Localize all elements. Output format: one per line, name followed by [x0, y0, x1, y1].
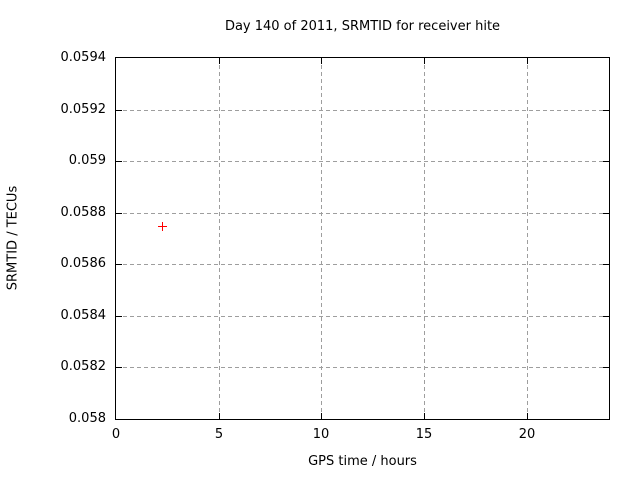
- plot-area: [115, 57, 610, 420]
- x-tick-mark-bottom: [424, 413, 425, 419]
- y-gridline: [116, 161, 609, 162]
- y-tick-mark-left: [116, 316, 122, 317]
- x-gridline: [321, 58, 322, 419]
- y-gridline: [116, 367, 609, 368]
- y-gridline: [116, 110, 609, 111]
- x-tick-label: 0: [111, 427, 121, 442]
- y-tick-mark-right: [603, 213, 609, 214]
- y-tick-label: 0.0586: [60, 256, 107, 271]
- y-gridline: [116, 316, 609, 317]
- y-tick-mark-left: [116, 110, 122, 111]
- x-tick-mark-top: [527, 58, 528, 64]
- x-tick-label: 10: [312, 427, 330, 442]
- x-tick-mark-bottom: [321, 413, 322, 419]
- chart-title: Day 140 of 2011, SRMTID for receiver hit…: [224, 19, 501, 34]
- y-tick-mark-left: [116, 161, 122, 162]
- y-tick-mark-right: [603, 367, 609, 368]
- y-gridline: [116, 213, 609, 214]
- y-tick-mark-left: [116, 264, 122, 265]
- x-gridline: [424, 58, 425, 419]
- x-tick-mark-top: [321, 58, 322, 64]
- y-tick-mark-left: [116, 213, 122, 214]
- y-tick-mark-right: [603, 161, 609, 162]
- y-tick-mark-right: [603, 316, 609, 317]
- y-tick-mark-right: [603, 110, 609, 111]
- y-tick-mark-left: [116, 367, 122, 368]
- data-point-marker: [162, 222, 163, 231]
- x-tick-mark-top: [219, 58, 220, 64]
- y-axis-label: SRMTID / TECUs: [5, 185, 21, 291]
- y-tick-mark-right: [603, 264, 609, 265]
- x-gridline: [527, 58, 528, 419]
- y-tick-label: 0.059: [68, 153, 106, 168]
- y-tick-label: 0.0588: [60, 205, 107, 220]
- y-tick-label: 0.0594: [60, 50, 107, 65]
- x-axis-label: GPS time / hours: [308, 454, 417, 469]
- x-tick-label: 5: [214, 427, 224, 442]
- x-tick-label: 15: [415, 427, 433, 442]
- x-tick-mark-bottom: [219, 413, 220, 419]
- x-tick-mark-bottom: [527, 413, 528, 419]
- x-tick-mark-top: [424, 58, 425, 64]
- y-gridline: [116, 264, 609, 265]
- y-tick-label: 0.058: [68, 411, 106, 426]
- x-tick-label: 20: [518, 427, 536, 442]
- x-gridline: [219, 58, 220, 419]
- y-tick-label: 0.0592: [60, 102, 107, 117]
- y-tick-label: 0.0582: [60, 359, 107, 374]
- y-tick-label: 0.0584: [60, 308, 107, 323]
